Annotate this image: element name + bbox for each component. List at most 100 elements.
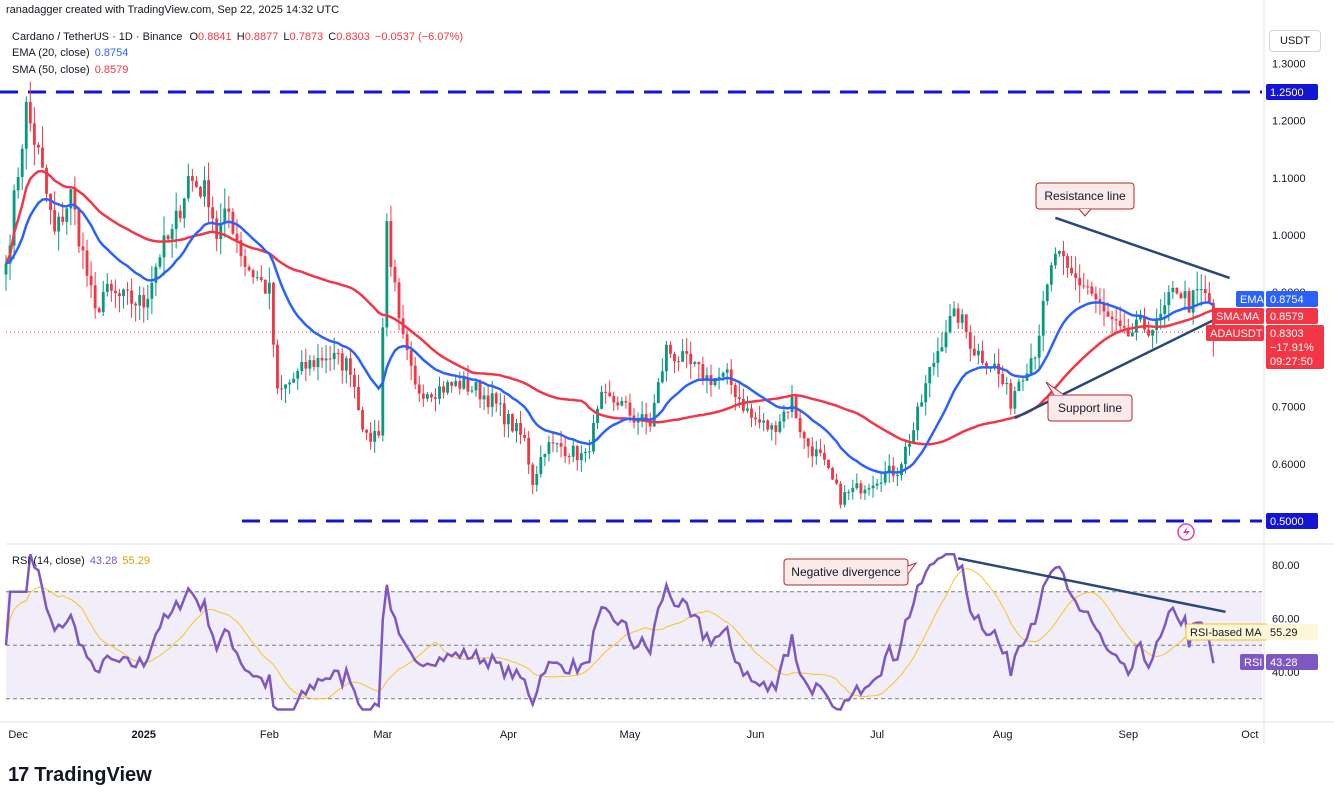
- candle-body: [1013, 391, 1017, 409]
- candle-body: [899, 464, 903, 476]
- candle-body: [531, 464, 535, 486]
- candle-body: [519, 422, 522, 435]
- candle-body: [1082, 285, 1086, 287]
- ohlc-low-label: L: [283, 31, 290, 43]
- candle-body: [1191, 290, 1195, 313]
- candle-body: [993, 363, 997, 368]
- candle-body: [470, 390, 474, 392]
- symbol-tag: ADAUSDT: [1206, 325, 1264, 341]
- candle-body: [936, 351, 940, 363]
- support-annotation[interactable]: Support line: [1045, 381, 1133, 422]
- candle-body: [1155, 318, 1159, 330]
- candle-body: [770, 425, 774, 430]
- candle-body: [750, 408, 753, 418]
- candle-body: [758, 419, 762, 423]
- candle-body: [1163, 305, 1167, 314]
- candle-body: [300, 362, 304, 372]
- candle-body: [1102, 302, 1106, 312]
- candle-body: [494, 393, 498, 404]
- candle-body: [693, 362, 697, 364]
- candle-body: [1066, 256, 1069, 268]
- horizontal-levels: [0, 90, 1262, 523]
- lightning-alert-icon[interactable]: [1177, 523, 1195, 541]
- candle-body: [130, 290, 134, 304]
- candle-body: [746, 408, 749, 411]
- candle-body: [227, 208, 231, 212]
- candle-body: [604, 391, 608, 393]
- candle-body: [267, 282, 271, 294]
- candle-body: [389, 221, 393, 267]
- rsi-legend-label: RSI (14, close): [12, 555, 85, 567]
- candle-body: [835, 479, 838, 484]
- candle-body: [1110, 316, 1114, 320]
- candle-body: [697, 362, 701, 365]
- rsi-divergence-trendline[interactable]: [957, 557, 1226, 614]
- candle-body: [251, 270, 255, 278]
- candle-body: [16, 176, 20, 191]
- candle-body: [871, 485, 875, 489]
- tradingview-logo[interactable]: 17 TradingView: [8, 764, 152, 787]
- candle-body: [964, 314, 968, 333]
- sma-legend-label: SMA (50, close): [12, 64, 90, 76]
- sma-name-tag-text: SMA:MA: [1216, 311, 1260, 323]
- divergence-annotation[interactable]: Negative divergence: [783, 558, 918, 586]
- candle-body: [162, 235, 166, 258]
- candle-body: [875, 483, 879, 486]
- candle-body: [142, 295, 146, 308]
- candle-body: [263, 279, 267, 294]
- candle-body: [259, 277, 263, 280]
- candle-body: [53, 210, 57, 232]
- candle-body: [1175, 287, 1179, 294]
- axis-tags: 1.2500 0.5000 EMA 0.8754 SMA:MA 0.8579 ADAUSDT…: [1177, 84, 1324, 670]
- candle-body: [1130, 332, 1134, 337]
- ema-name-tag-bg: [1236, 291, 1264, 307]
- time-tick-label: May: [620, 729, 641, 741]
- candle-body: [883, 472, 887, 483]
- candle-body: [446, 382, 450, 393]
- candle-body: [320, 357, 324, 361]
- time-tick-label: Feb: [260, 729, 279, 741]
- candle-body: [733, 385, 737, 398]
- candle-body: [847, 492, 851, 494]
- candle-body: [344, 358, 348, 371]
- candle-body: [1033, 357, 1037, 359]
- resistance-annotation-text: Resistance line: [1044, 189, 1126, 203]
- divergence-annotation-pointer: [907, 561, 918, 575]
- candle-body: [146, 298, 150, 308]
- candle-body: [547, 442, 551, 454]
- currency-unit-button[interactable]: USDT: [1269, 30, 1321, 52]
- rsi-ma-value-bg: [1266, 624, 1318, 640]
- candle-body: [357, 386, 360, 411]
- candle-body: [1187, 291, 1191, 313]
- candle-body: [600, 391, 604, 409]
- candle-body: [385, 221, 389, 328]
- candle-body: [908, 443, 911, 447]
- resistance-trendline[interactable]: [1054, 216, 1230, 280]
- sma-name-tag-bg: [1212, 308, 1264, 324]
- candle-body: [555, 443, 559, 445]
- candle-body: [498, 403, 502, 405]
- candle-body: [523, 434, 527, 438]
- candle-body: [717, 376, 721, 379]
- tradingview-wordmark: TradingView: [34, 764, 152, 786]
- candle-body: [32, 123, 36, 145]
- candle-body: [1159, 313, 1163, 319]
- candle-body: [806, 438, 810, 447]
- rsi-ma-name: RSI-based MA: [1190, 627, 1262, 639]
- candle-body: [247, 266, 251, 271]
- annotations[interactable]: Resistance line Support line Negative dive…: [783, 182, 1135, 586]
- candle-body: [859, 483, 863, 494]
- candle-body: [482, 395, 486, 400]
- candle-body: [612, 396, 616, 403]
- candle-body: [588, 451, 591, 453]
- candle-body: [1118, 320, 1122, 327]
- resistance-annotation[interactable]: Resistance line: [1035, 182, 1135, 217]
- candle-body: [575, 445, 579, 461]
- candle-body: [1049, 265, 1053, 285]
- candle-body: [1167, 292, 1171, 306]
- candle-body: [271, 282, 275, 345]
- candle-body: [608, 392, 612, 397]
- candle-body: [77, 209, 81, 247]
- candle-body: [292, 378, 296, 383]
